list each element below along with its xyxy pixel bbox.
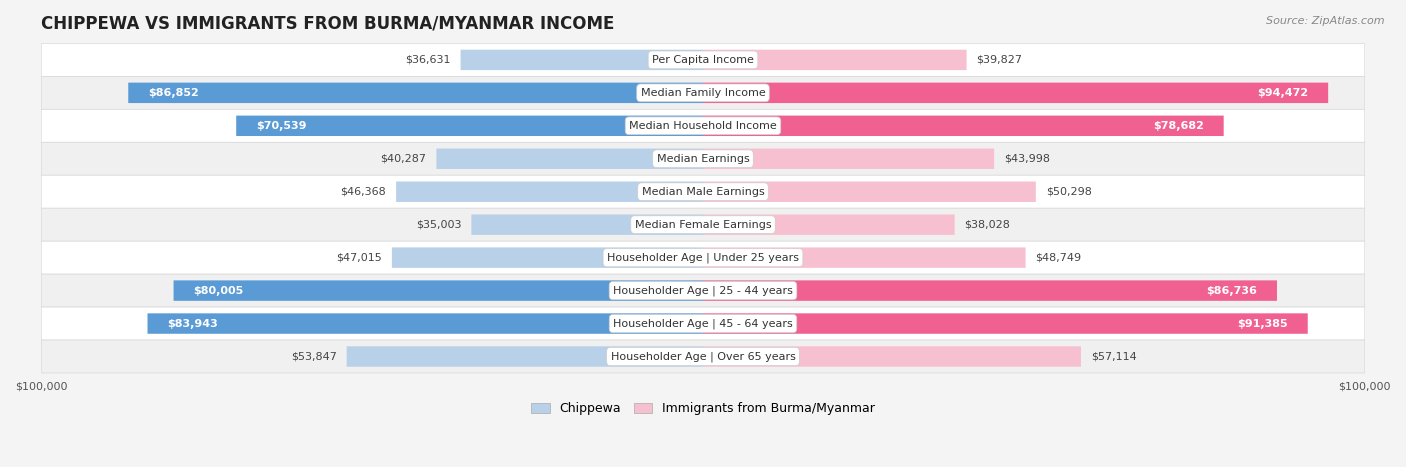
FancyBboxPatch shape (703, 214, 955, 235)
Text: $91,385: $91,385 (1237, 318, 1288, 329)
Text: Per Capita Income: Per Capita Income (652, 55, 754, 65)
FancyBboxPatch shape (703, 313, 1308, 334)
FancyBboxPatch shape (41, 208, 1365, 241)
FancyBboxPatch shape (41, 241, 1365, 274)
FancyBboxPatch shape (41, 175, 1365, 208)
Text: $35,003: $35,003 (416, 219, 461, 230)
FancyBboxPatch shape (392, 248, 703, 268)
Text: Householder Age | 25 - 44 years: Householder Age | 25 - 44 years (613, 285, 793, 296)
FancyBboxPatch shape (41, 307, 1365, 340)
FancyBboxPatch shape (128, 83, 703, 103)
Text: Median Female Earnings: Median Female Earnings (634, 219, 772, 230)
Text: Median Earnings: Median Earnings (657, 154, 749, 164)
FancyBboxPatch shape (703, 116, 1223, 136)
Text: $86,736: $86,736 (1206, 286, 1257, 296)
FancyBboxPatch shape (703, 182, 1036, 202)
Text: Source: ZipAtlas.com: Source: ZipAtlas.com (1267, 16, 1385, 26)
FancyBboxPatch shape (703, 50, 966, 70)
Text: $50,298: $50,298 (1046, 187, 1091, 197)
FancyBboxPatch shape (703, 83, 1329, 103)
FancyBboxPatch shape (148, 313, 703, 334)
FancyBboxPatch shape (347, 347, 703, 367)
Text: $53,847: $53,847 (291, 352, 337, 361)
FancyBboxPatch shape (436, 149, 703, 169)
FancyBboxPatch shape (703, 280, 1277, 301)
FancyBboxPatch shape (703, 149, 994, 169)
Legend: Chippewa, Immigrants from Burma/Myanmar: Chippewa, Immigrants from Burma/Myanmar (526, 397, 880, 420)
FancyBboxPatch shape (41, 274, 1365, 307)
Text: $43,998: $43,998 (1004, 154, 1050, 164)
Text: $39,827: $39,827 (977, 55, 1022, 65)
Text: Median Family Income: Median Family Income (641, 88, 765, 98)
FancyBboxPatch shape (41, 43, 1365, 77)
Text: $57,114: $57,114 (1091, 352, 1136, 361)
FancyBboxPatch shape (461, 50, 703, 70)
Text: $46,368: $46,368 (340, 187, 387, 197)
FancyBboxPatch shape (471, 214, 703, 235)
Text: $78,682: $78,682 (1153, 121, 1204, 131)
FancyBboxPatch shape (41, 340, 1365, 373)
Text: $38,028: $38,028 (965, 219, 1011, 230)
FancyBboxPatch shape (236, 116, 703, 136)
Text: CHIPPEWA VS IMMIGRANTS FROM BURMA/MYANMAR INCOME: CHIPPEWA VS IMMIGRANTS FROM BURMA/MYANMA… (41, 15, 614, 33)
Text: $94,472: $94,472 (1257, 88, 1309, 98)
FancyBboxPatch shape (173, 280, 703, 301)
FancyBboxPatch shape (396, 182, 703, 202)
FancyBboxPatch shape (41, 77, 1365, 109)
Text: Householder Age | 45 - 64 years: Householder Age | 45 - 64 years (613, 318, 793, 329)
Text: $47,015: $47,015 (336, 253, 382, 262)
FancyBboxPatch shape (41, 142, 1365, 175)
FancyBboxPatch shape (703, 248, 1025, 268)
Text: Householder Age | Under 25 years: Householder Age | Under 25 years (607, 252, 799, 263)
Text: $86,852: $86,852 (148, 88, 198, 98)
Text: $70,539: $70,539 (256, 121, 307, 131)
Text: Median Male Earnings: Median Male Earnings (641, 187, 765, 197)
Text: $80,005: $80,005 (194, 286, 243, 296)
FancyBboxPatch shape (41, 109, 1365, 142)
Text: $83,943: $83,943 (167, 318, 218, 329)
Text: $48,749: $48,749 (1036, 253, 1081, 262)
Text: Median Household Income: Median Household Income (628, 121, 778, 131)
Text: Householder Age | Over 65 years: Householder Age | Over 65 years (610, 351, 796, 362)
Text: $36,631: $36,631 (405, 55, 451, 65)
Text: $40,287: $40,287 (381, 154, 426, 164)
FancyBboxPatch shape (703, 347, 1081, 367)
